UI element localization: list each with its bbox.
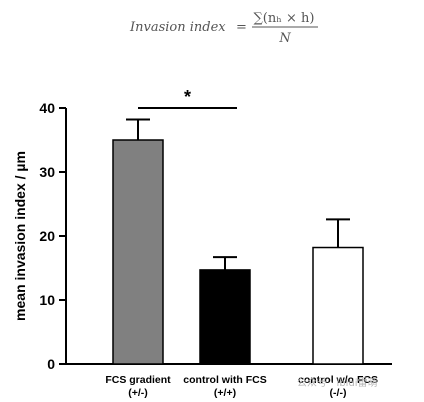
y-axis-label: mean invasion index / µm <box>12 151 28 321</box>
significance-marker: * <box>138 87 237 109</box>
formula-lhs: Invasion index <box>129 20 226 35</box>
bar <box>112 139 164 365</box>
bar <box>312 246 364 365</box>
formula-equals: = <box>236 20 247 35</box>
x-tick-sublabel: (+/-) <box>128 387 148 399</box>
bars <box>112 118 364 365</box>
formula: Invasion index = ∑(nₕ × h) N <box>129 11 318 46</box>
formula-numerator: ∑(nₕ × h) <box>254 11 315 26</box>
significance-star: * <box>184 87 191 107</box>
x-tick-sublabel: (+/+) <box>214 387 236 399</box>
y-tick-label: 40 <box>39 100 55 116</box>
watermark-text: 公众号 · ibidi雷萌 <box>297 376 378 389</box>
x-tick-sublabel: (-/-) <box>330 387 347 399</box>
y-tick-label: 0 <box>47 356 55 372</box>
bar <box>199 269 251 365</box>
y-tick-label: 30 <box>39 164 55 180</box>
x-tick-label: FCS gradient <box>105 374 171 386</box>
x-tick-labels: FCS gradient(+/-) control with FCS(+/+) co… <box>105 374 378 399</box>
y-tick-label: 20 <box>39 228 55 244</box>
formula-denominator: N <box>278 31 291 46</box>
y-ticks: 0 10 20 30 40 <box>39 100 66 372</box>
x-tick-label: control with FCS <box>183 374 266 386</box>
x-tick-label: control w/o FCS <box>298 374 378 386</box>
y-tick-label: 10 <box>39 292 55 308</box>
